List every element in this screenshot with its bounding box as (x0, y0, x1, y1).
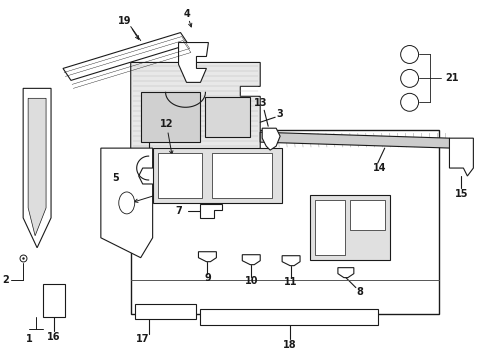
Polygon shape (198, 252, 216, 262)
Polygon shape (101, 148, 152, 258)
Text: 20: 20 (173, 181, 187, 191)
Polygon shape (262, 128, 280, 150)
Polygon shape (448, 138, 472, 176)
Bar (314, 200, 344, 255)
Text: 18: 18 (283, 340, 296, 350)
Text: 16: 16 (47, 332, 61, 342)
Text: 12: 12 (160, 119, 173, 129)
Polygon shape (337, 268, 353, 278)
Polygon shape (178, 42, 208, 82)
Text: 15: 15 (454, 189, 467, 199)
Text: 14: 14 (372, 163, 386, 173)
Bar (152, 148, 282, 203)
Text: 13: 13 (253, 98, 266, 108)
Bar (205, 97, 250, 137)
Text: 8: 8 (356, 287, 363, 297)
Text: 7: 7 (175, 206, 182, 216)
Text: 17: 17 (136, 334, 149, 345)
Polygon shape (130, 62, 260, 177)
Bar (349, 200, 384, 230)
Circle shape (400, 93, 418, 111)
Bar (212, 153, 272, 198)
Polygon shape (200, 204, 222, 218)
Polygon shape (260, 132, 450, 148)
Bar (43, 284, 65, 318)
Text: 21: 21 (445, 73, 458, 84)
Text: 3: 3 (276, 109, 283, 119)
Text: 4: 4 (183, 9, 189, 19)
Text: 19: 19 (118, 15, 131, 26)
Polygon shape (63, 32, 188, 80)
Bar (200, 310, 377, 325)
Bar (134, 303, 196, 319)
Bar (141, 92, 200, 142)
Polygon shape (23, 88, 51, 248)
Circle shape (400, 45, 418, 63)
Circle shape (400, 69, 418, 87)
Text: 6: 6 (367, 208, 374, 218)
Text: 5: 5 (112, 173, 119, 183)
Text: 11: 11 (284, 276, 297, 287)
Bar (309, 195, 389, 260)
Bar (130, 130, 439, 315)
Text: 10: 10 (244, 276, 258, 285)
Ellipse shape (119, 192, 134, 214)
Bar (157, 153, 202, 198)
Text: 1: 1 (26, 334, 32, 345)
Polygon shape (242, 255, 260, 265)
Text: 9: 9 (203, 273, 210, 283)
Polygon shape (282, 256, 300, 266)
Text: 2: 2 (2, 275, 9, 285)
Polygon shape (28, 98, 46, 236)
